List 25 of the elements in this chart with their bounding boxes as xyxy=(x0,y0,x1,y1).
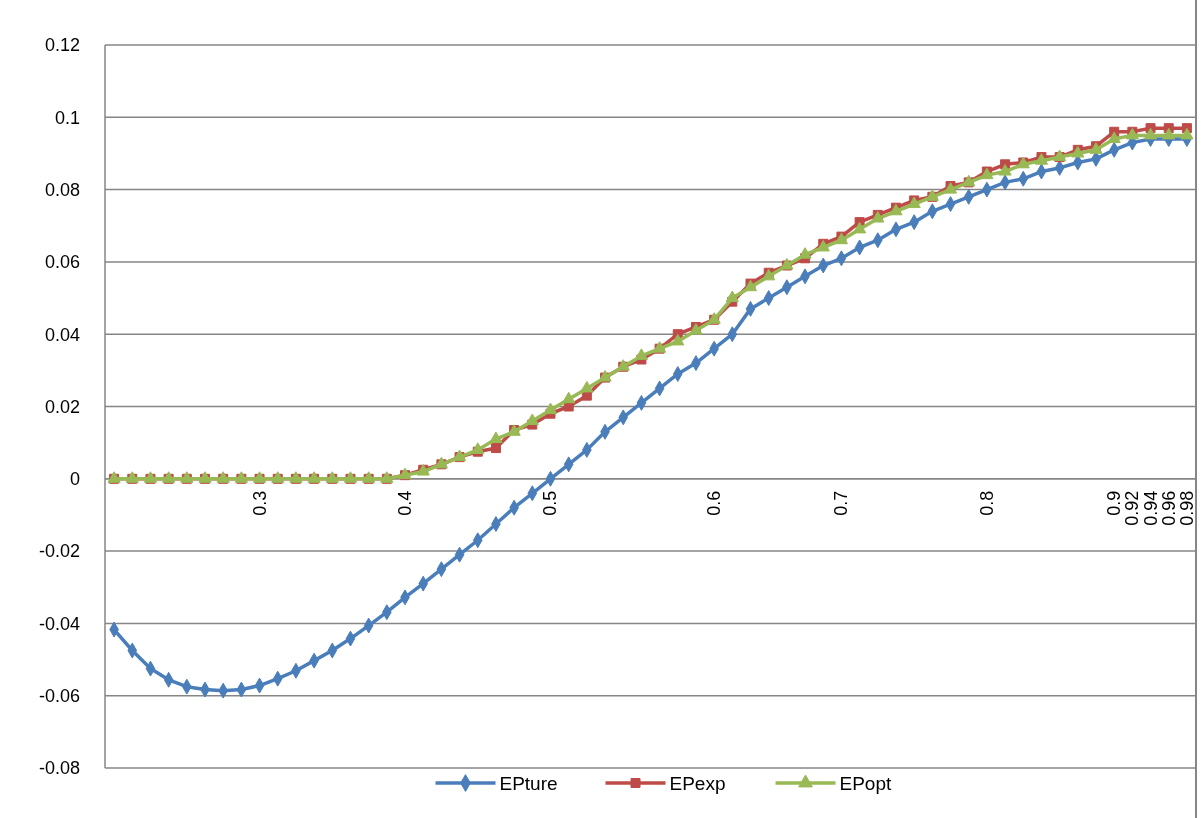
y-tick-label: 0.12 xyxy=(44,35,80,56)
x-tick-label: 0.9 xyxy=(1104,490,1125,516)
legend-label: EPexp xyxy=(669,772,726,794)
x-tick-label: 0.5 xyxy=(540,490,561,516)
y-tick-label: -0.04 xyxy=(38,613,80,634)
y-tick-label: 0.02 xyxy=(44,396,80,417)
y-tick-label: 0.1 xyxy=(54,107,80,128)
x-tick-label: 0.98 xyxy=(1176,490,1197,526)
y-tick-label: 0.08 xyxy=(44,179,80,200)
y-tick-label: 0.04 xyxy=(44,324,80,345)
x-tick-label: 0.96 xyxy=(1158,490,1179,526)
legend-label: EPopt xyxy=(839,772,892,794)
y-tick-label: 0.06 xyxy=(44,252,80,273)
x-tick-label: 0.94 xyxy=(1140,490,1161,526)
y-tick-label: 0 xyxy=(69,469,80,490)
legend-label: EPture xyxy=(499,772,558,794)
y-tick-label: -0.02 xyxy=(38,541,80,562)
x-tick-label: 0.4 xyxy=(395,490,416,516)
x-tick-label: 0.92 xyxy=(1122,490,1143,526)
x-tick-label: 0.3 xyxy=(249,490,270,516)
y-tick-label: -0.08 xyxy=(38,758,80,779)
x-tick-label: 0.6 xyxy=(704,490,725,516)
x-tick-label: 0.8 xyxy=(976,490,997,516)
y-tick-label: -0.06 xyxy=(38,686,80,706)
x-tick-label: 0.7 xyxy=(831,490,852,516)
